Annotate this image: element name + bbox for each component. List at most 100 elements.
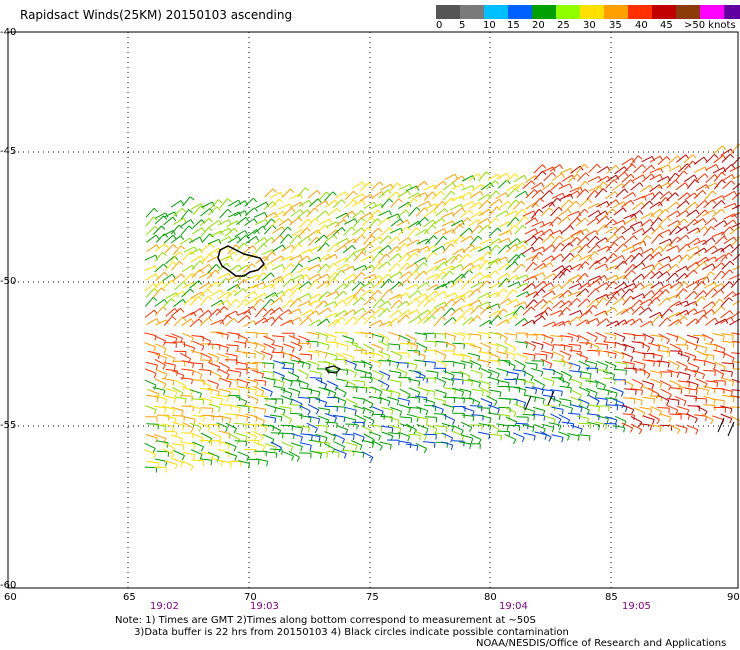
wind-barb [252,298,261,309]
wind-barb [315,210,326,219]
wind-barb [440,270,451,280]
wind-barb-tick [585,172,590,177]
wind-barb-tick [415,345,419,351]
wind-barb [413,351,426,357]
wind-barb-tick [718,298,724,303]
wind-barb [506,274,517,283]
wind-barb-tick [732,397,735,403]
wind-barb-tick [201,345,205,351]
wind-barb-tick [236,439,241,444]
wind-barb [198,309,209,319]
wind-barb [181,318,192,327]
wind-barb [234,340,247,344]
wind-barb [711,195,723,202]
wind-barb [378,321,391,327]
wind-barb-tick [341,199,346,204]
wind-barb-tick [443,355,447,361]
wind-barb [362,397,374,405]
wind-barb [559,300,570,309]
wind-barb [524,275,536,282]
wind-barb-tick [201,363,204,369]
wind-barb [605,174,617,183]
wind-barb-tick [524,215,529,220]
wind-barb [210,319,223,326]
wind-barb [453,361,466,365]
wind-barb [505,173,516,182]
wind-barb [352,432,365,438]
wind-barb-tick [333,435,336,441]
wind-barb-tick [561,173,566,179]
wind-barb [633,195,645,202]
wind-barb-tick [433,442,436,448]
wind-barb [343,280,353,290]
wind-barb [317,341,330,346]
wind-speed-colorbar [436,5,740,19]
wind-barb [191,449,203,456]
wind-barb [678,371,691,376]
wind-barb [165,368,178,372]
wind-barb [540,350,553,355]
wind-barb [477,407,490,409]
wind-barb-tick [227,444,231,450]
wind-barb [270,432,283,434]
wind-barb-tick [512,355,516,360]
wind-barb [216,422,228,428]
wind-barb [174,396,187,400]
wind-barb [658,317,668,327]
wind-barb-tick [379,320,384,326]
wind-barb-tick [396,245,401,251]
wind-barb-tick [331,448,336,454]
wind-barb-tick [693,356,697,362]
wind-barb [657,197,667,207]
wind-barb [398,253,408,263]
wind-barb-tick [541,230,545,236]
wind-barb-tick [370,217,375,222]
wind-barb [173,207,183,217]
wind-barb [460,279,470,291]
wind-barb-tick [163,348,167,354]
lon-label: 85 [605,592,618,603]
wind-barb-tick [586,228,590,234]
wind-barb [603,307,615,315]
wind-barb [235,396,247,402]
wind-barb-tick [238,407,241,413]
wind-barb-tick [584,188,589,194]
wind-barb [261,370,274,373]
wind-barb-tick [503,308,508,313]
wind-barb [207,352,219,358]
wind-barb-tick [679,281,683,287]
wind-barb-tick [318,256,322,262]
wind-barb [352,361,365,363]
wind-barb-tick [404,243,409,248]
wind-barb-tick [631,269,636,275]
wind-barb [389,379,402,383]
wind-barb-tick [336,207,341,213]
wind-barb [170,434,183,440]
wind-barb [488,310,500,318]
wind-barb [606,320,618,327]
wind-barb-tick [702,218,707,224]
wind-barb [387,396,399,401]
wind-barb-tick [531,282,536,288]
wind-barb [414,293,426,300]
wind-barb-tick [478,305,483,310]
wind-barb [387,416,400,421]
wind-barb-tick [543,280,548,286]
wind-barb-tick [704,383,708,389]
wind-barb-tick [418,221,422,226]
wind-barb [263,335,275,342]
wind-barb [668,165,680,172]
wind-barb-tick [172,357,176,363]
wind-barb-tick [563,345,566,351]
wind-barb-tick [318,391,321,397]
wind-barb [244,197,254,207]
wind-barb [495,288,505,298]
wind-barb [614,341,627,347]
wind-barb [459,352,472,358]
wind-barb-tick [264,317,269,323]
wind-barb-tick [615,174,620,180]
wind-barb [669,379,681,387]
wind-barb-tick [649,219,654,224]
wind-barb-tick [517,238,521,243]
wind-barb [217,262,228,272]
